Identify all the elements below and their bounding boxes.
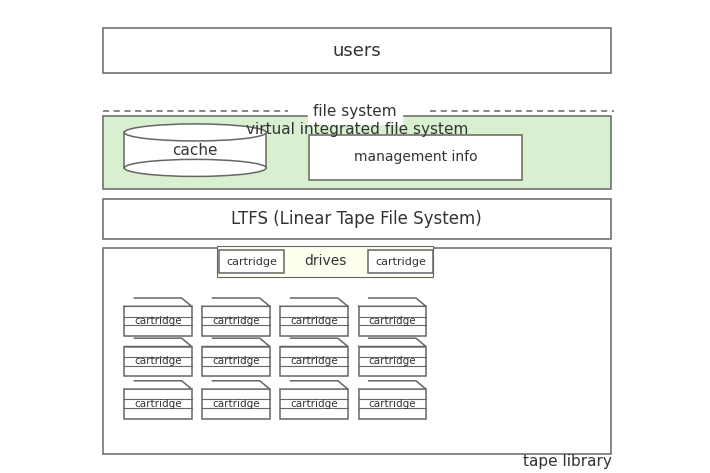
Text: cartridge: cartridge xyxy=(290,316,338,326)
Bar xyxy=(124,307,192,336)
Text: cache: cache xyxy=(173,143,218,158)
Text: cartridge: cartridge xyxy=(212,399,260,409)
Bar xyxy=(219,250,284,273)
Bar xyxy=(368,250,433,273)
Bar xyxy=(280,307,348,336)
Bar xyxy=(124,347,192,376)
Bar xyxy=(280,347,348,376)
Polygon shape xyxy=(359,381,426,389)
Text: file system: file system xyxy=(313,104,397,119)
Text: cartridge: cartridge xyxy=(212,316,260,326)
Ellipse shape xyxy=(124,159,266,176)
Polygon shape xyxy=(359,338,426,347)
Text: cartridge: cartridge xyxy=(290,356,338,366)
Polygon shape xyxy=(124,381,192,389)
Bar xyxy=(359,347,426,376)
Bar xyxy=(359,389,426,419)
Bar xyxy=(280,389,348,419)
Bar xyxy=(103,248,611,454)
Polygon shape xyxy=(202,381,270,389)
Bar xyxy=(217,246,433,277)
Text: cartridge: cartridge xyxy=(368,356,416,366)
Bar xyxy=(103,199,611,239)
Polygon shape xyxy=(359,298,426,307)
Bar xyxy=(359,307,426,336)
Text: cartridge: cartridge xyxy=(375,256,426,267)
Bar xyxy=(309,135,522,180)
Bar xyxy=(124,132,266,168)
Text: cartridge: cartridge xyxy=(134,356,182,366)
Text: tape library: tape library xyxy=(523,454,612,469)
Bar xyxy=(124,389,192,419)
Text: drives: drives xyxy=(304,254,346,268)
Bar xyxy=(103,28,611,73)
Bar xyxy=(202,347,270,376)
Text: cartridge: cartridge xyxy=(226,256,277,267)
Text: cartridge: cartridge xyxy=(290,399,338,409)
Polygon shape xyxy=(202,298,270,307)
Text: cartridge: cartridge xyxy=(134,399,182,409)
Polygon shape xyxy=(202,338,270,347)
Text: cartridge: cartridge xyxy=(134,316,182,326)
Text: users: users xyxy=(332,42,381,60)
Text: LTFS (Linear Tape File System): LTFS (Linear Tape File System) xyxy=(231,210,482,228)
Text: virtual integrated file system: virtual integrated file system xyxy=(246,122,468,137)
Polygon shape xyxy=(124,338,192,347)
Ellipse shape xyxy=(124,124,266,141)
Text: cartridge: cartridge xyxy=(368,399,416,409)
Text: cartridge: cartridge xyxy=(368,316,416,326)
Polygon shape xyxy=(280,381,348,389)
Bar xyxy=(103,116,611,189)
Text: cartridge: cartridge xyxy=(212,356,260,366)
Bar xyxy=(202,307,270,336)
Polygon shape xyxy=(280,338,348,347)
Polygon shape xyxy=(280,298,348,307)
Text: management info: management info xyxy=(354,150,477,164)
Bar xyxy=(202,389,270,419)
Polygon shape xyxy=(124,298,192,307)
